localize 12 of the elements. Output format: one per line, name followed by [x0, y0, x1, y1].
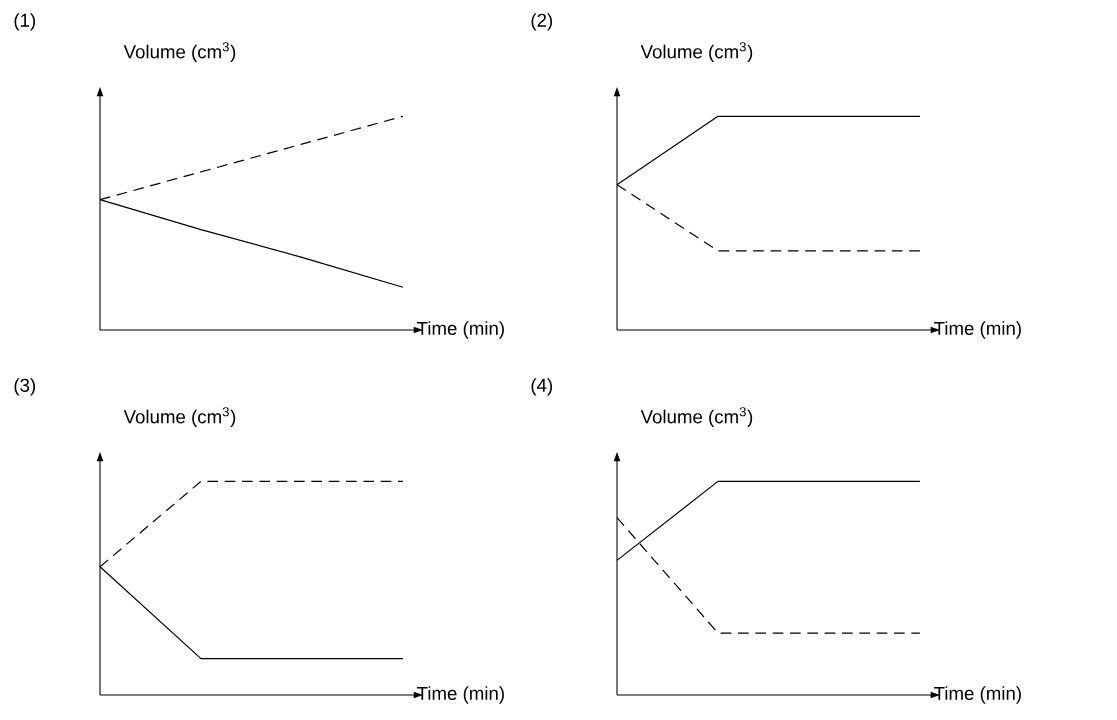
y-axis-title: Volume (cm$^{3}$) [123, 42, 236, 63]
x-axis-title: Time (min) [417, 321, 504, 339]
x-axis-title: Time (min) [417, 686, 504, 704]
y-axis-title: Volume (cm$^{3}$) [640, 407, 753, 428]
x-axis-title: Time (min) [934, 321, 1021, 339]
y-axis-title: Volume (cm$^{3}$) [640, 42, 753, 63]
chart-title: (3) [14, 378, 36, 396]
chart-title: (4) [531, 378, 553, 396]
chart-title: (2) [531, 13, 553, 31]
y-axis-title: Volume (cm$^{3}$) [123, 407, 236, 428]
x-axis-title: Time (min) [934, 686, 1021, 704]
chart-title: (1) [14, 13, 36, 31]
